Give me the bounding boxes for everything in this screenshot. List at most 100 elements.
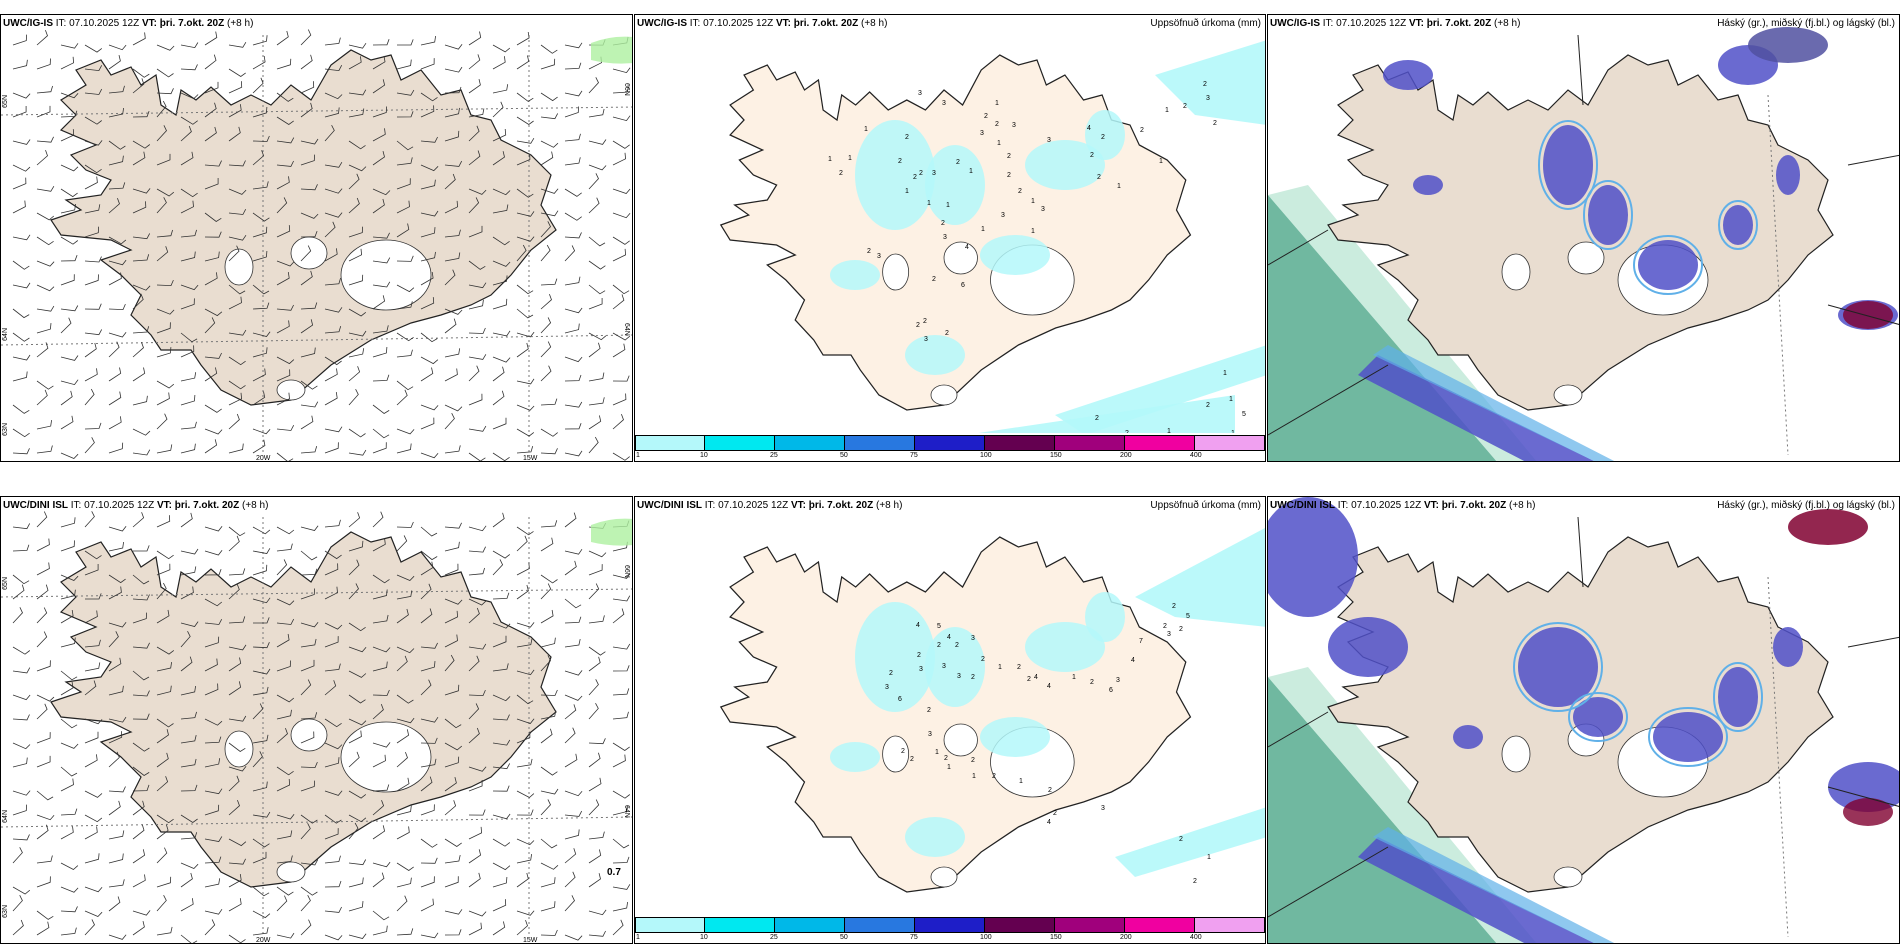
wind-barb [516,638,533,648]
wind-barb [516,92,534,102]
wind-barb [300,319,314,334]
wind-barb [204,788,223,795]
wind-barb [492,84,509,94]
wind-barb [564,512,577,528]
wind-barb [324,814,342,824]
hofsjokull-glacier [943,241,978,275]
wind-barb [84,680,97,696]
wind-barb [108,934,127,940]
wind-barb [588,583,600,600]
wind-barb [228,568,246,576]
precip-value-label: 5 [1186,613,1190,620]
wind-barb [276,694,295,703]
wind-barb [276,814,295,820]
wind-barb [588,930,606,937]
wind-barb [228,583,240,600]
wind-barb [468,393,483,406]
wind-barb [300,380,318,390]
wind-barb [12,646,31,655]
wind-barb [156,68,174,78]
wind-barb [588,679,599,696]
wind-barb [252,428,271,435]
precip-value-label: 2 [913,174,917,181]
wind-barb [444,252,461,262]
precip-value-label: 4 [1087,125,1091,132]
wind-barb [252,331,271,337]
vatnajokull-glacier [340,239,432,311]
wind-barb [396,590,413,600]
wind-barb [516,562,530,576]
wind-barb [276,526,295,535]
wind-barb [60,254,78,262]
wind-barb [300,659,315,672]
wind-barb [36,607,48,624]
wind-barb [300,731,315,744]
wind-barb [252,703,264,720]
wind-barb [276,356,295,365]
wind-barb [108,107,124,118]
wind-barb [108,574,126,584]
wind-barb [36,284,55,292]
precip-value-label: 1 [1223,370,1227,377]
wind-barb [156,197,167,214]
wind-barb [564,560,577,576]
wind-barb [12,139,31,145]
wind-barb [12,371,28,382]
wind-barb [60,670,78,681]
wind-barb [156,188,175,197]
wind-barb [204,126,217,142]
lon-label-20w: 20W [256,455,271,462]
wind-barb [396,332,414,342]
wind-barb [180,188,198,198]
wind-barb [420,58,435,70]
precip-value-label: 2 [1203,81,1207,88]
wind-barb [564,133,581,142]
wind-barb [228,775,240,792]
wind-barb [36,136,54,143]
wind-barb [252,927,269,936]
wind-barb [324,368,338,382]
colorbar-tick-label: 50 [840,452,848,459]
wind-barb [12,742,31,750]
precip-value-label: 1 [1159,158,1163,165]
wind-barb [204,160,222,167]
wind-barb [228,616,246,624]
wind-barb [156,752,169,768]
projection-line [1827,304,1899,325]
wind-barb [252,439,266,454]
wind-barb [156,550,174,560]
wind-barb [84,44,103,53]
wind-barb [132,849,146,864]
wind-barb [276,92,294,102]
wind-barb [468,766,487,772]
wind-barb [84,368,98,382]
wind-barb [540,574,558,584]
wind-barb [420,297,435,310]
wind-barb [348,694,366,704]
wind-barb [516,236,535,242]
wind-barb [156,685,172,696]
wind-barb [372,646,391,653]
wind-barb [84,226,99,238]
wind-barb [60,886,79,893]
wind-barb [420,776,433,792]
wind-barb [276,197,288,214]
wind-barb [276,116,294,125]
wind-barb [612,393,627,406]
precip-value-label: 2 [1179,626,1183,633]
wind-barb [252,668,271,675]
wind-barb [12,714,30,721]
wind-barb [372,614,389,624]
wind-barb [12,308,30,319]
wind-barb [36,445,53,454]
wind-barb [204,317,216,334]
wind-barb [276,895,288,912]
wind-barb [156,515,171,528]
precip-value-label: 3 [942,663,946,670]
precip-value-label: 3 [1167,631,1171,638]
colorbar-tick-label: 100 [980,934,992,941]
wind-barb [540,151,554,166]
wind-barb [372,538,386,552]
wind-barb [300,823,311,840]
wind-barb [396,862,414,871]
